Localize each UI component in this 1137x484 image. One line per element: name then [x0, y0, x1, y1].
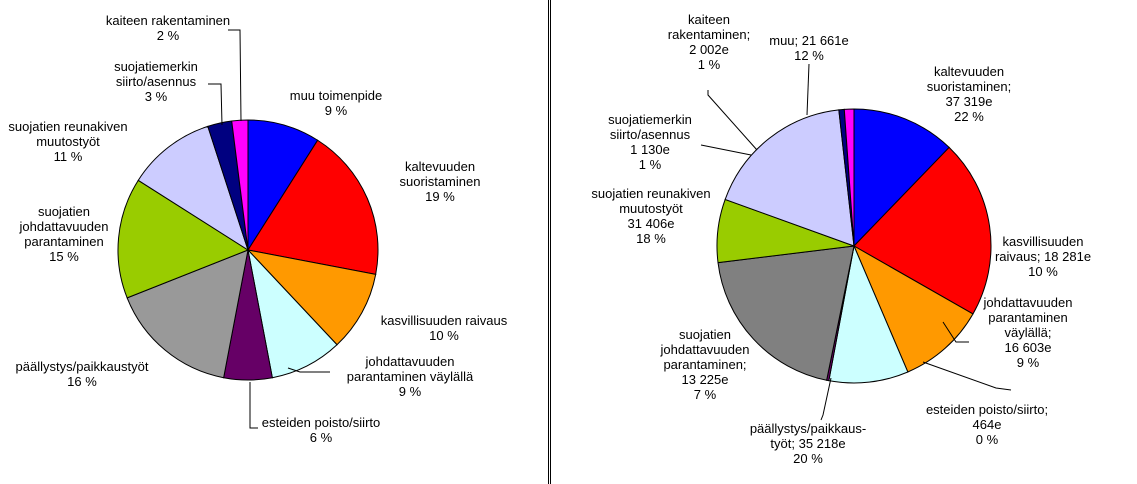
right-label-6: johdattavuuden parantaminen väylällä; 16 60…	[983, 295, 1073, 370]
right-pie-chart: kaiteen rakentaminen; 2 002e 1 % muu; 21 661…	[591, 12, 1091, 466]
left-label-6: kasvillisuuden raivaus 10 %	[381, 313, 508, 343]
left-label-8: johdattavuuden parantaminen väylällä 9 %	[347, 354, 474, 399]
left-slice-2	[246, 249, 377, 346]
right-leader-suojatiemerkin	[700, 144, 752, 156]
left-leader-esteiden	[249, 382, 258, 429]
right-label-1: muu; 21 661e 12 %	[769, 33, 849, 63]
right-leader-paallystys	[820, 377, 832, 421]
right-leader-muu	[806, 63, 810, 116]
right-label-9: päällystys/paikkaus-työt; 35 218e 20 %	[750, 421, 866, 466]
right-leader-johdattavuuden	[942, 321, 969, 343]
left-label-3: suojatien reunakiven muutostyöt 11 %	[8, 119, 127, 164]
right-leader-esteiden	[922, 361, 1012, 391]
left-label-0: kaiteen rakentaminen 2 %	[106, 13, 230, 43]
left-label-5: suojatien johdattavuuden parantaminen 15 %	[19, 204, 109, 264]
left-label-1: suojatiemerkin siirto/asennus 3 %	[114, 59, 198, 104]
right-label-0: kaiteen rakentaminen; 2 002e 1 %	[668, 12, 750, 72]
left-label-2: muu toimenpide 9 %	[290, 88, 383, 118]
right-label-2: kaltevuuden suoristaminen; 37 319e 22 %	[927, 64, 1012, 124]
right-slice-2	[852, 244, 974, 373]
left-label-7: päällystys/paikkaustyöt 16 %	[16, 359, 149, 389]
left-chart-panel: kaiteen rakentaminen 2 % suojatiemerkin sii…	[0, 0, 549, 484]
right-slice-5	[717, 245, 855, 381]
right-chart-panel: kaiteen rakentaminen; 2 002e 1 % muu; 21 661…	[550, 0, 1137, 484]
right-slice-0	[853, 108, 950, 248]
left-slice-6	[117, 179, 250, 299]
right-label-7: suojatien johdattavuuden parantaminen; 13 2…	[660, 327, 750, 402]
right-label-8: esteiden poisto/siirto; 464e 0 %	[926, 402, 1048, 447]
left-pie-chart: kaiteen rakentaminen 2 % suojatiemerkin sii…	[8, 13, 508, 445]
left-leader-johdattavuuden	[287, 367, 330, 373]
right-leader-kaiteen	[707, 90, 758, 151]
left-slice-9	[231, 119, 249, 251]
left-label-4: kaltevuuden suoristaminen 19 %	[400, 159, 481, 204]
left-slice-7	[137, 125, 249, 252]
left-label-9: esteiden poisto/siirto 6 %	[262, 415, 381, 445]
right-label-4: suojatien reunakiven muutostyöt 31 406e 18 …	[591, 186, 710, 246]
right-label-5: kasvillisuuden raivaus; 18 281e 10 %	[995, 234, 1091, 279]
right-slice-9	[843, 108, 855, 247]
left-slice-5	[126, 249, 249, 379]
left-leader-suojatiemerkin	[208, 83, 223, 126]
right-label-3: suojatiemerkin siirto/asennus 1 130e 1 %	[608, 112, 692, 172]
right-slice-7	[724, 109, 855, 247]
left-leader-kaiteen	[228, 29, 242, 122]
right-slice-1	[853, 146, 992, 315]
left-slice-1	[247, 139, 379, 275]
